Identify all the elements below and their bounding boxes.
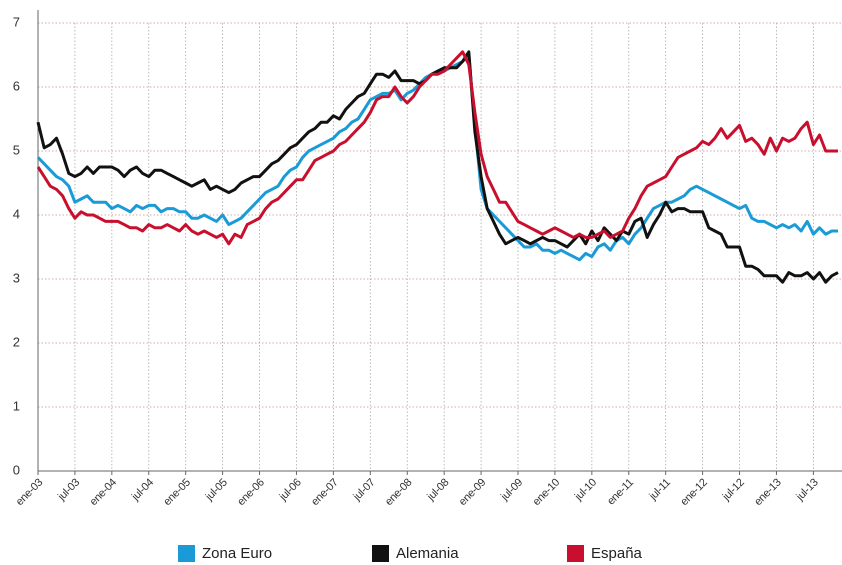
- y-tick-label: 7: [13, 14, 20, 29]
- x-tick-label: ene-08: [383, 477, 415, 509]
- y-tick-label: 0: [13, 462, 20, 477]
- x-tick-label: ene-12: [678, 477, 710, 509]
- x-tick-label: ene-10: [531, 477, 563, 509]
- x-tick-label: jul-11: [646, 477, 672, 503]
- y-tick-label: 3: [13, 270, 20, 285]
- x-tick-label: ene-06: [235, 477, 267, 509]
- y-tick-label: 4: [13, 206, 20, 221]
- x-tick-label: ene-07: [309, 477, 341, 509]
- x-tick-label: ene-11: [605, 477, 636, 508]
- x-tick-label: ene-04: [88, 477, 120, 509]
- x-tick-label: ene-05: [161, 477, 193, 509]
- legend-swatch: [567, 545, 584, 562]
- x-tick-label: jul-09: [498, 477, 525, 504]
- x-tick-label: ene-09: [457, 477, 489, 509]
- legend-label: España: [591, 545, 643, 562]
- x-tick-label: jul-06: [277, 477, 304, 504]
- x-tick-label: jul-12: [720, 477, 747, 504]
- y-tick-label: 5: [13, 142, 20, 157]
- x-tick-label: jul-03: [55, 477, 82, 504]
- x-tick-label: jul-10: [572, 477, 599, 504]
- y-tick-label: 1: [13, 398, 20, 413]
- x-tick-label: ene-03: [14, 477, 46, 509]
- x-tick-label: jul-08: [424, 477, 451, 504]
- x-tick-label: jul-05: [203, 477, 230, 504]
- y-tick-label: 2: [13, 334, 20, 349]
- series-line: [36, 50, 839, 284]
- x-tick-label: jul-04: [129, 477, 156, 504]
- series-line: [36, 50, 838, 246]
- x-tick-label: ene-13: [752, 477, 784, 509]
- x-tick-label: jul-13: [794, 477, 821, 504]
- legend-label: Zona Euro: [202, 545, 272, 562]
- x-tick-label: jul-07: [351, 477, 378, 504]
- legend-label: Alemania: [396, 545, 459, 562]
- y-tick-label: 6: [13, 78, 20, 93]
- legend-swatch: [178, 545, 195, 562]
- legend-swatch: [372, 545, 389, 562]
